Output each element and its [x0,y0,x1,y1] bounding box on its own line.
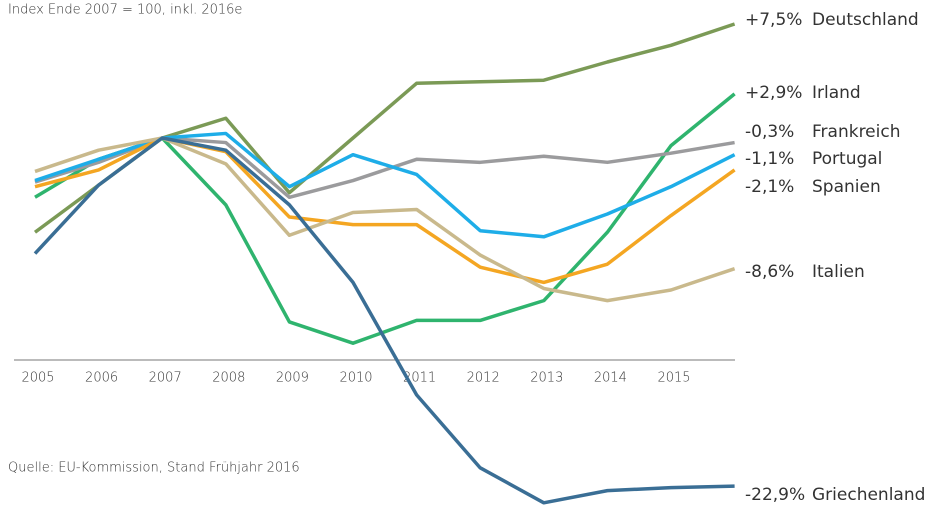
legend-label: Griechenland [812,485,925,505]
legend-label: Irland [812,83,861,103]
x-tick-label: 2008 [212,371,245,386]
legend-label: Deutschland [812,10,919,30]
legend-label: Spanien [812,177,881,197]
series-line [34,136,736,303]
x-tick-label: 2006 [85,371,118,386]
x-tick-label: 2007 [149,371,182,386]
change-label: -22,9% [745,485,805,505]
series-line [34,92,736,345]
chart-subtitle: Index Ende 2007 = 100, inkl. 2016e [8,3,242,18]
x-tick-label: 2009 [276,371,309,386]
x-tick-label: 2012 [467,371,500,386]
series-line [34,136,736,285]
legend-label: Portugal [812,149,882,169]
x-tick-label: 2005 [21,371,54,386]
change-label: +2,9% [745,83,802,103]
x-tick-label: 2011 [403,371,436,386]
change-label: +7,5% [745,10,802,30]
series-line [33,136,735,505]
x-tick-label: 2010 [339,371,372,386]
change-label: -2,1% [745,177,794,197]
change-label: -0,3% [745,122,794,142]
chart-source: Quelle: EU-Kommission, Stand Frühjahr 20… [8,461,300,476]
change-label: -1,1% [745,149,794,169]
x-tick-label: 2013 [530,371,563,386]
legend-label: Frankreich [812,122,901,142]
legend-label: Italien [812,262,865,282]
x-tick-label: 2014 [594,371,627,386]
x-tick-label: 2015 [657,371,690,386]
change-label: -8,6% [745,262,794,282]
